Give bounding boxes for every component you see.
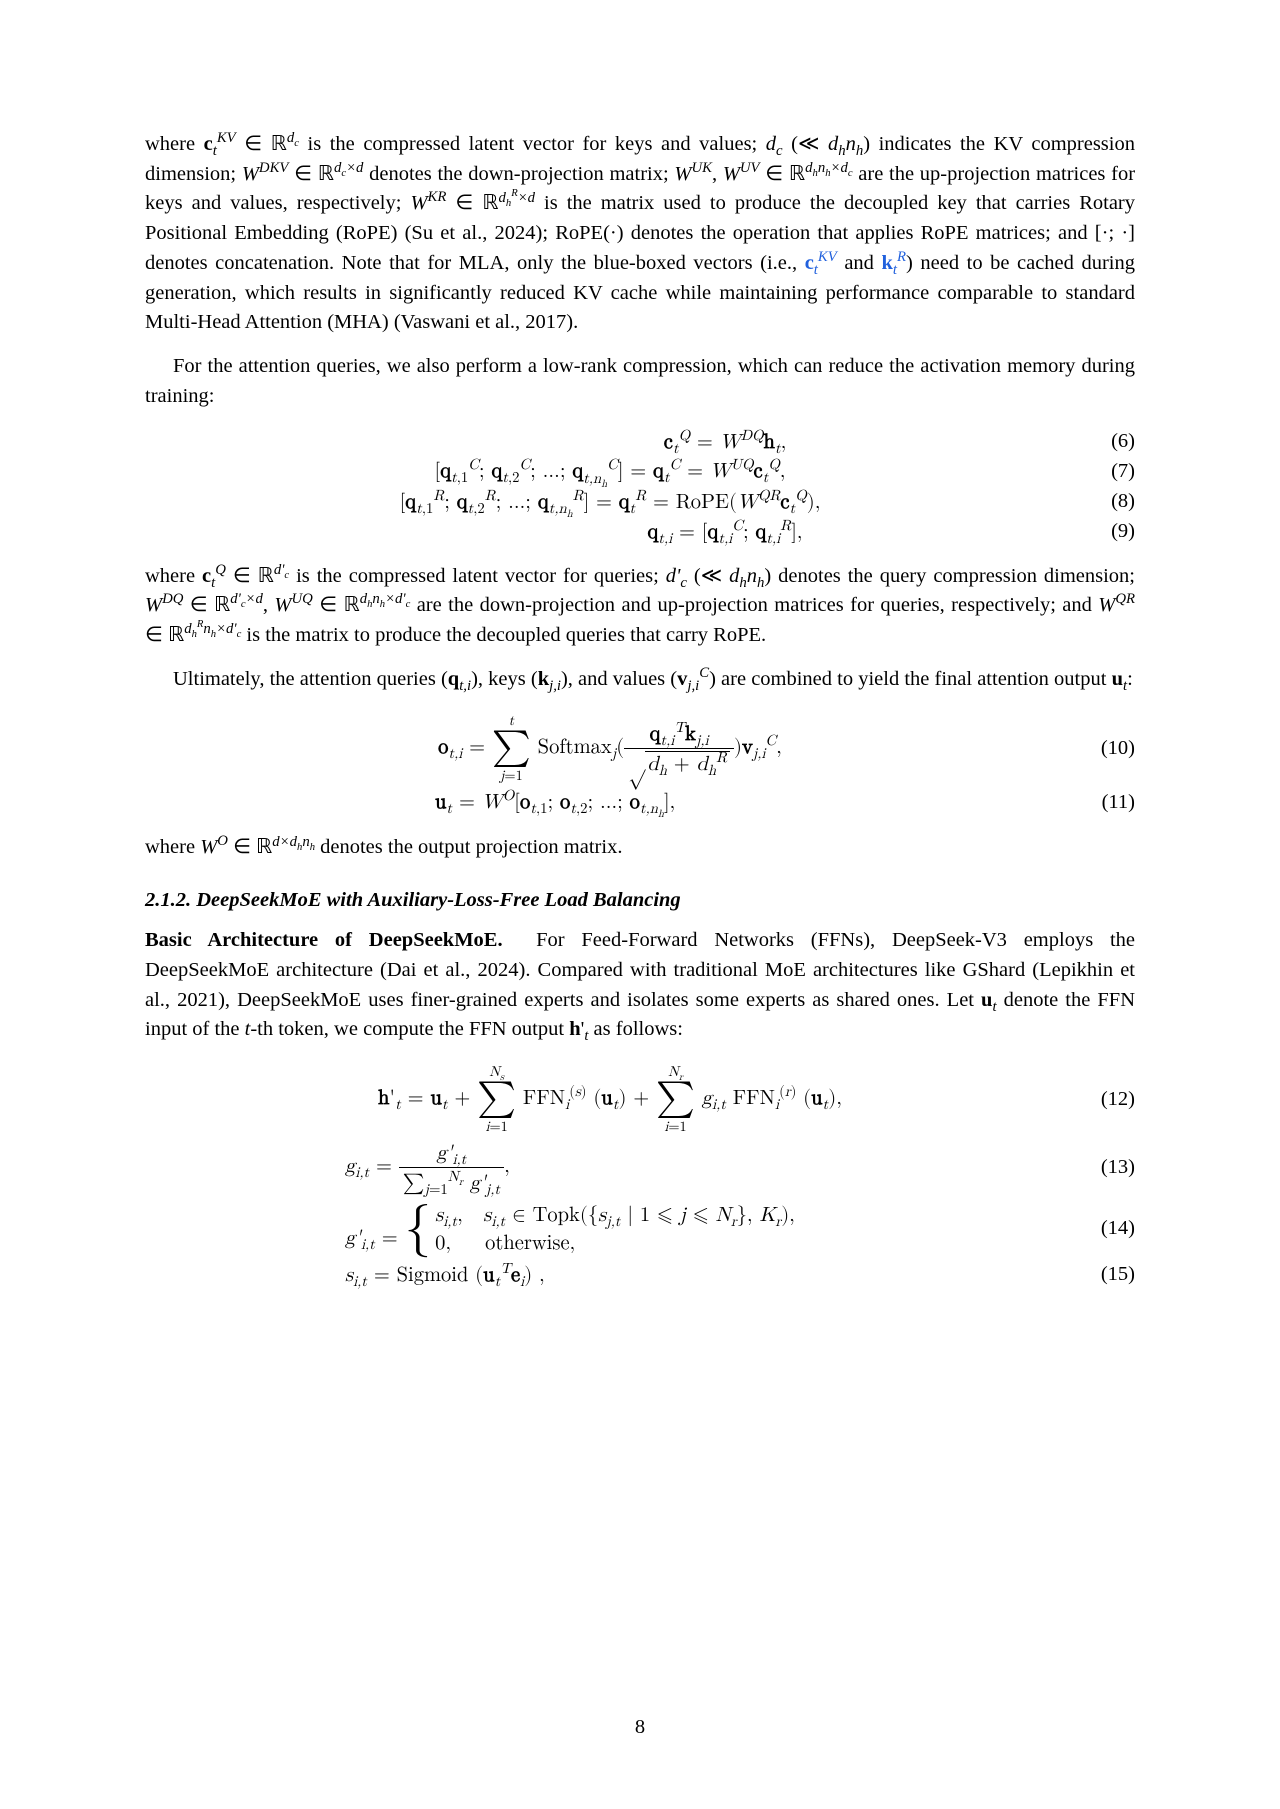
equation-block-10-11: ot,i = t∑j=1 Softmaxj(qt,iTkj,i√dh + dhR… xyxy=(145,712,1135,815)
paragraph-deepseekmoe-basic: Basic Architecture of DeepSeekMoE. For F… xyxy=(145,926,1135,1045)
page-number: 8 xyxy=(0,1716,1280,1739)
eq-num-9: (9) xyxy=(1075,520,1135,543)
para-title-basic-arch: Basic Architecture of DeepSeekMoE. xyxy=(145,929,503,951)
eq-num-13: (13) xyxy=(1075,1156,1135,1179)
heading-2-1-2: 2.1.2. DeepSeekMoE with Auxiliary-Loss-F… xyxy=(145,889,1135,912)
equation-6: ctQ = WDQht, (6) xyxy=(145,429,1135,454)
equation-11: ut = WO[ot,1; ot,2; …; ot,nh], (11) xyxy=(145,789,1135,815)
equation-14: g'i,t = { si,t, si,t ∈ Topk({sj,t | 1 ⩽ … xyxy=(145,1199,1135,1258)
paragraph-mla-desc: where ctKV ∈ ℝdc is the compressed laten… xyxy=(145,130,1135,338)
equation-13: gi,t = g'i,t∑j=1Nr g'j,t, (13) xyxy=(145,1140,1135,1195)
paragraph-query-compression: For the attention queries, we also perfo… xyxy=(145,352,1135,411)
paragraph-output-proj: where WO ∈ ℝd×dhnh denotes the output pr… xyxy=(145,833,1135,863)
equation-12: h't = ut + Ns∑i=1 FFNi(s) (ut) + Nr∑i=1 … xyxy=(145,1063,1135,1136)
equation-10: ot,i = t∑j=1 Softmaxj(qt,iTkj,i√dh + dhR… xyxy=(145,712,1135,785)
equation-8: [qt,1R; qt,2R; …; qt,nhR] = qtR = RoPE(W… xyxy=(145,489,1135,515)
paragraph-attention-output: Ultimately, the attention queries (qt,i)… xyxy=(145,665,1135,695)
eq-num-6: (6) xyxy=(1075,430,1135,453)
equation-9: qt,i = [qt,iC; qt,iR], (9) xyxy=(145,519,1135,544)
equation-15: si,t = Sigmoid (utTei) , (15) xyxy=(145,1262,1135,1287)
eq-num-7: (7) xyxy=(1075,460,1135,483)
eq-num-8: (8) xyxy=(1075,490,1135,513)
equation-block-12-15: h't = ut + Ns∑i=1 FFNi(s) (ut) + Nr∑i=1 … xyxy=(145,1063,1135,1287)
equation-block-6-9: ctQ = WDQht, (6) [qt,1C; qt,2C; …; qt,nh… xyxy=(145,429,1135,543)
paragraph-query-notation: where ctQ ∈ ℝd'c is the compressed laten… xyxy=(145,562,1135,651)
equation-7: [qt,1C; qt,2C; …; qt,nhC] = qtC = WUQctQ… xyxy=(145,458,1135,484)
eq-num-12: (12) xyxy=(1075,1088,1135,1111)
paper-page: where ctKV ∈ ℝdc is the compressed laten… xyxy=(0,0,1280,1809)
eq-num-15: (15) xyxy=(1075,1263,1135,1286)
eq-num-14: (14) xyxy=(1075,1217,1135,1240)
eq-num-10: (10) xyxy=(1075,737,1135,760)
eq-num-11: (11) xyxy=(1075,791,1135,814)
